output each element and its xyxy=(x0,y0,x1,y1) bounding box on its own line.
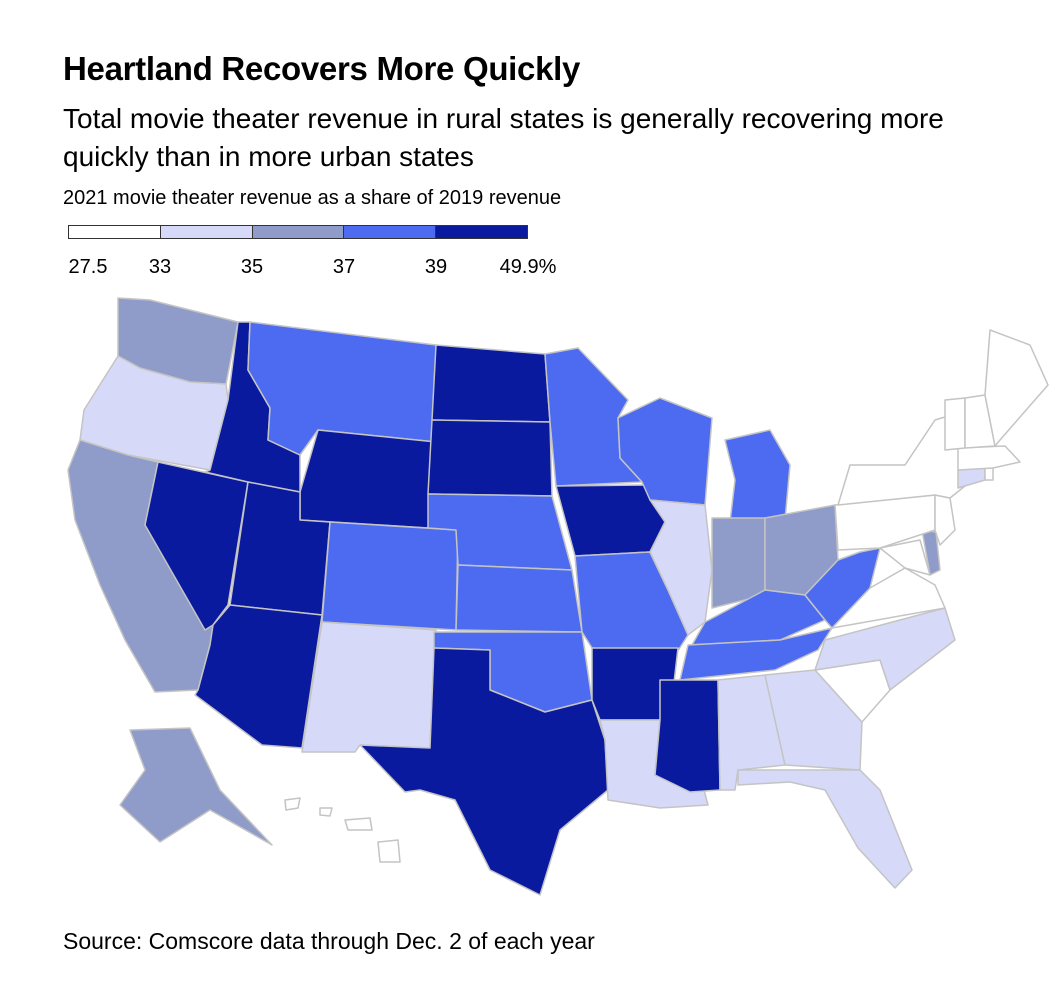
legend-tick-label: 35 xyxy=(240,256,264,278)
legend-ticks: 27.5 33 35 37 39 49.9% xyxy=(0,256,600,280)
state-ma xyxy=(957,445,1021,471)
legend-tick-label: 39 xyxy=(424,256,448,278)
state-mi xyxy=(724,429,791,523)
source-note: Source: Comscore data through Dec. 2 of … xyxy=(63,928,595,954)
legend-color-bar xyxy=(68,225,528,239)
legend-tick-label: 49.9% xyxy=(499,256,557,278)
state-me xyxy=(984,329,1049,447)
state-ct xyxy=(957,467,986,489)
state-nj xyxy=(934,494,956,546)
state-nm xyxy=(301,621,437,753)
state-ri xyxy=(984,467,994,481)
state-az xyxy=(194,604,323,749)
legend-swatch-4 xyxy=(343,226,436,238)
state-tx xyxy=(359,647,609,896)
legend-tick-label: 37 xyxy=(332,256,356,278)
legend-swatch-5 xyxy=(435,226,527,238)
chart-title: Heartland Recovers More Quickly xyxy=(63,50,581,87)
state-ks xyxy=(455,564,583,633)
legend-tick-label: 27.5 xyxy=(68,256,108,278)
legend-title: 2021 movie theater revenue as a share of… xyxy=(63,187,562,209)
state-nd xyxy=(431,344,551,423)
state-ga xyxy=(764,669,863,771)
state-ak xyxy=(119,727,273,846)
state-hi xyxy=(284,797,401,863)
legend-swatch-3 xyxy=(251,226,344,238)
state-ms xyxy=(654,679,721,793)
legend-swatch-1 xyxy=(69,226,160,238)
state-wy xyxy=(299,429,437,529)
state-wv xyxy=(804,547,881,629)
legend-swatch-2 xyxy=(159,226,252,238)
state-il xyxy=(649,499,713,636)
state-co xyxy=(321,521,459,631)
chart-subtitle: Total movie theater revenue in rural sta… xyxy=(63,103,944,172)
state-fl xyxy=(737,769,913,889)
state-vt xyxy=(944,397,966,451)
legend-tick-label: 33 xyxy=(148,256,172,278)
state-sd xyxy=(427,419,553,497)
